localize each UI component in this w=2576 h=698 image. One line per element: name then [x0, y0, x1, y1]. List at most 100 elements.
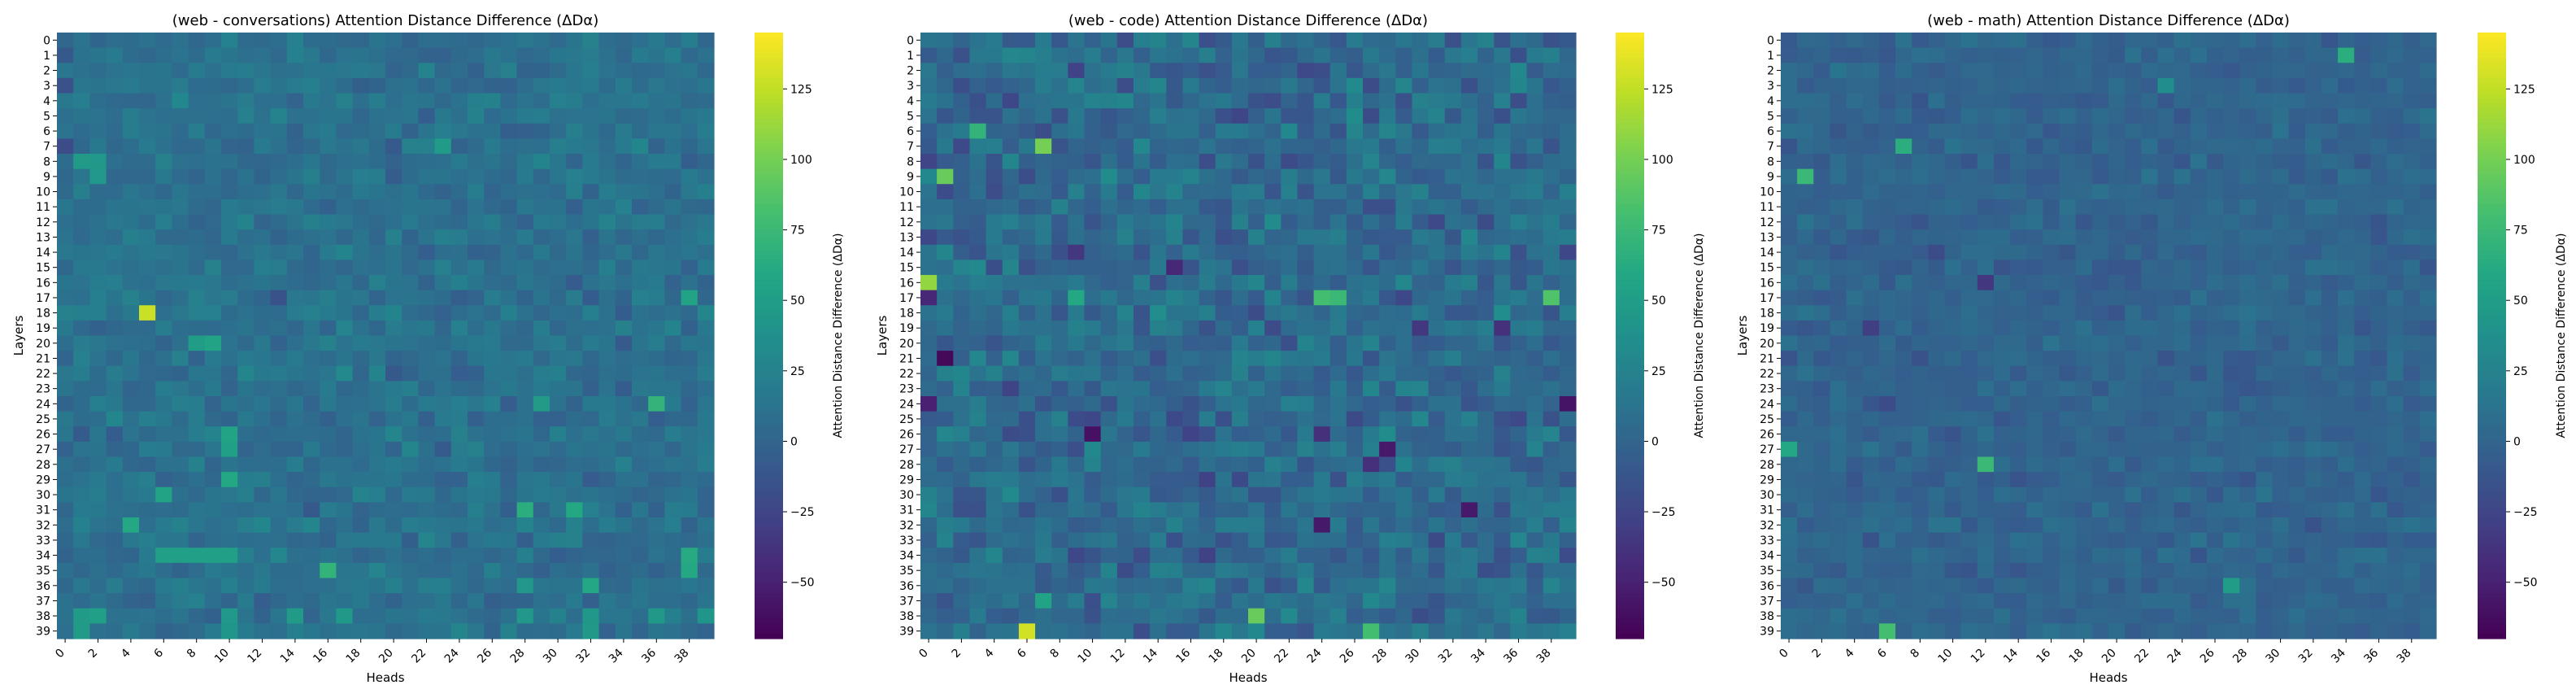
heatmap-cell — [1116, 33, 1134, 49]
heatmap-cell — [2288, 33, 2306, 49]
heatmap-cell — [73, 562, 90, 579]
heatmap-cell — [582, 305, 600, 321]
heatmap-cell — [1264, 365, 1281, 382]
heatmap-cell — [664, 47, 682, 63]
heatmap-cell — [1018, 411, 1036, 427]
colorbar-segment — [1616, 138, 1644, 145]
heatmap-cell — [320, 365, 337, 382]
heatmap-cell — [155, 154, 172, 170]
heatmap-cell — [221, 214, 238, 230]
heatmap-cell — [615, 198, 633, 216]
heatmap-cell — [368, 441, 386, 458]
heatmap-cell — [1199, 426, 1216, 443]
heatmap-cell — [1444, 365, 1462, 382]
heatmap-cell — [221, 456, 238, 473]
heatmap-cell — [468, 168, 485, 185]
heatmap-cell — [2206, 365, 2224, 382]
heatmap-cell — [1231, 229, 1249, 246]
heatmap-cell — [139, 198, 156, 216]
heatmap-cell — [2419, 290, 2437, 306]
heatmap-cell — [1494, 33, 1511, 49]
heatmap-cell — [1346, 214, 1364, 230]
heatmap-cell — [516, 593, 534, 609]
heatmap-cell — [1002, 108, 1020, 124]
heatmap-cell — [1297, 472, 1315, 488]
heatmap-cell — [2091, 290, 2109, 306]
heatmap-cell — [270, 441, 288, 458]
heatmap-cell — [1150, 608, 1167, 624]
heatmap-cell — [122, 168, 140, 185]
heatmap-cell — [1199, 608, 1216, 624]
heatmap-cell — [1084, 47, 1102, 63]
heatmap-cell — [1116, 168, 1134, 185]
heatmap-cell — [648, 108, 665, 124]
heatmap-cell — [533, 138, 550, 155]
heatmap-cell — [1182, 229, 1200, 246]
heatmap-cell — [1215, 608, 1233, 624]
heatmap-cell — [270, 411, 288, 427]
heatmap-cell — [270, 456, 288, 473]
heatmap-cell — [2059, 351, 2077, 367]
colorbar-segment — [755, 477, 783, 483]
heatmap-cell — [664, 63, 682, 79]
colorbar-tick-label: 0 — [790, 435, 798, 448]
heatmap-cell — [237, 168, 255, 185]
heatmap-cell — [122, 198, 140, 216]
heatmap-cell — [1346, 502, 1364, 518]
heatmap-cell — [1100, 214, 1118, 230]
heatmap-cell — [1559, 305, 1577, 321]
heatmap-cell — [1166, 426, 1183, 443]
heatmap-cell — [1846, 154, 1864, 170]
heatmap-cell — [1526, 502, 1544, 518]
heatmap-cell — [1100, 290, 1118, 306]
heatmap-cell — [352, 154, 370, 170]
heatmap-cell — [937, 63, 954, 79]
heatmap-cell — [2190, 168, 2208, 185]
heatmap-cell — [2223, 63, 2240, 79]
heatmap-cell — [1395, 472, 1413, 488]
heatmap-cell — [221, 547, 238, 564]
heatmap-cell — [106, 486, 124, 503]
heatmap-cell — [1993, 320, 2011, 337]
heatmap-cell — [1018, 562, 1036, 579]
colorbar-segment — [1616, 224, 1644, 230]
heatmap-cell — [1248, 365, 1265, 382]
y-axis-label: Layers — [875, 315, 890, 356]
heatmap-cell — [1944, 260, 1962, 276]
colorbar-segment — [1616, 108, 1644, 114]
heatmap-cell — [385, 244, 402, 260]
heatmap-cell — [2157, 168, 2175, 185]
heatmap-cell — [270, 229, 288, 246]
heatmap-cell — [2272, 108, 2290, 124]
heatmap-cell — [2157, 335, 2175, 351]
heatmap-cell — [221, 517, 238, 534]
heatmap-cell — [1862, 229, 1880, 246]
heatmap-cell — [2091, 184, 2109, 200]
heatmap-cell — [1928, 365, 1946, 382]
heatmap-cell — [434, 396, 452, 412]
heatmap-cell — [254, 214, 272, 230]
heatmap-cell — [1084, 244, 1102, 260]
heatmap-cell — [122, 77, 140, 94]
heatmap-cell — [937, 396, 954, 412]
heatmap-cell — [1264, 305, 1281, 321]
heatmap-cell — [2321, 168, 2339, 185]
heatmap-cell — [484, 229, 501, 246]
heatmap-cell — [500, 108, 518, 124]
heatmap-cell — [106, 214, 124, 230]
heatmap-cell — [1264, 517, 1281, 534]
heatmap-cell — [500, 138, 518, 155]
heatmap-cell — [1559, 502, 1577, 518]
heatmap-cell — [681, 608, 698, 624]
heatmap-cell — [1526, 63, 1544, 79]
heatmap-cell — [1215, 184, 1233, 200]
heatmap-cell — [2256, 184, 2274, 200]
heatmap-cell — [2157, 411, 2175, 427]
heatmap-cell — [920, 33, 938, 49]
heatmap-cell — [615, 290, 633, 306]
heatmap-cell — [1559, 290, 1577, 306]
heatmap-cell — [1928, 305, 1946, 321]
heatmap-cell — [89, 351, 107, 367]
colorbar-segment — [755, 472, 783, 478]
heatmap-cell — [969, 93, 987, 109]
